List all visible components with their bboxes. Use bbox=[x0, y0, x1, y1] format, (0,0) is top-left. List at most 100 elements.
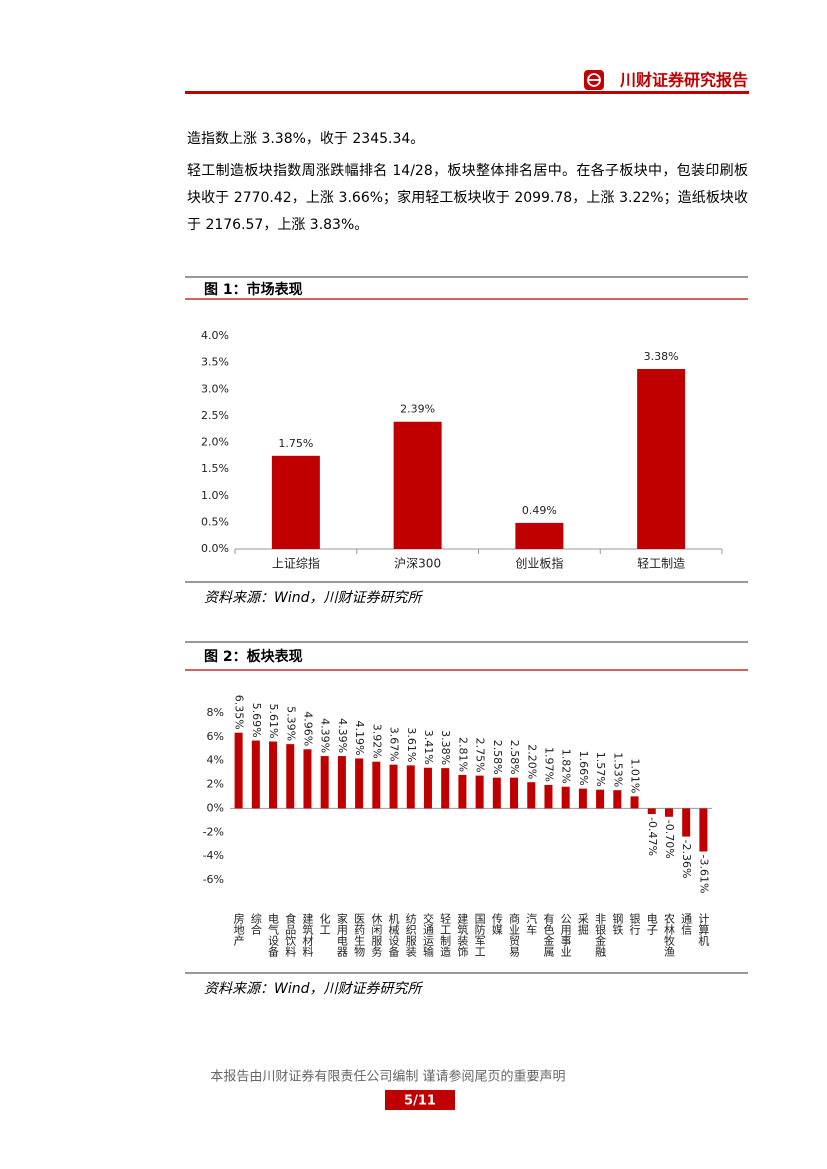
bar bbox=[320, 756, 329, 809]
value-label: 2.58% bbox=[491, 740, 504, 775]
y-tick-label: 1.5% bbox=[201, 462, 229, 475]
value-label: -0.47% bbox=[646, 817, 659, 856]
value-label: -2.36% bbox=[680, 840, 693, 879]
x-tick-label: 轻工制造 bbox=[637, 557, 685, 571]
bar bbox=[406, 765, 415, 809]
bar bbox=[423, 767, 432, 809]
value-label: 6.35% bbox=[233, 695, 246, 730]
y-tick-label: 2% bbox=[207, 778, 224, 791]
y-tick-label: 4% bbox=[207, 754, 224, 767]
x-tick-label: 钢铁 bbox=[611, 913, 624, 935]
x-tick-label: 公用事业 bbox=[559, 913, 572, 957]
value-label: 2.75% bbox=[474, 738, 487, 773]
bar bbox=[372, 761, 381, 809]
x-tick-label: 综合 bbox=[249, 912, 262, 935]
y-tick-label: 2.5% bbox=[201, 409, 229, 422]
bar bbox=[699, 808, 708, 852]
figure-source: 资料来源：Wind，川财证券研究所 bbox=[204, 981, 423, 997]
bar bbox=[596, 789, 605, 809]
value-label: 1.75% bbox=[278, 437, 313, 450]
x-tick-label: 建筑装饰 bbox=[456, 912, 469, 957]
figure-source: 资料来源：Wind，川财证券研究所 bbox=[204, 590, 423, 606]
value-label: 0.49% bbox=[522, 504, 557, 517]
x-tick-label: 汽车 bbox=[525, 912, 538, 936]
value-label: 2.39% bbox=[400, 403, 435, 416]
figure-title: 图 2：板块表现 bbox=[204, 648, 303, 665]
x-tick-label: 通信 bbox=[680, 913, 693, 936]
bar bbox=[510, 777, 519, 809]
value-label: 5.39% bbox=[284, 706, 297, 741]
bar bbox=[389, 764, 398, 809]
x-tick-label: 房地产 bbox=[232, 913, 245, 947]
value-label: 1.82% bbox=[560, 749, 573, 784]
value-label: -0.70% bbox=[663, 820, 676, 859]
bar bbox=[234, 732, 243, 809]
bar bbox=[637, 369, 686, 549]
logo bbox=[584, 70, 604, 90]
value-label: 1.53% bbox=[611, 752, 624, 787]
y-tick-label: 0.0% bbox=[201, 542, 229, 555]
x-tick-label: 创业板指 bbox=[515, 556, 563, 571]
bar bbox=[269, 741, 278, 809]
value-label: 3.38% bbox=[439, 730, 452, 765]
x-tick-label: 采掘 bbox=[576, 913, 589, 936]
x-tick-label: 化工 bbox=[318, 912, 331, 935]
x-tick-label: 电气设备 bbox=[267, 913, 280, 958]
x-tick-label: 医药生物 bbox=[353, 913, 366, 957]
bar bbox=[337, 756, 346, 809]
footer-note: 本报告由川财证券有限责任公司编制 谨请参阅尾页的重要声明 bbox=[210, 1069, 565, 1085]
page-number: 5/11 bbox=[404, 1094, 436, 1109]
value-label: 4.39% bbox=[336, 718, 349, 753]
bar bbox=[286, 744, 295, 809]
value-label: 5.69% bbox=[250, 703, 263, 738]
paragraph: 轻工制造板块指数周涨跌幅排名 14/28，板块整体排名居中。在各子板块中，包装印… bbox=[187, 163, 748, 233]
bar bbox=[527, 782, 536, 809]
value-label: 2.58% bbox=[508, 740, 521, 775]
bar bbox=[515, 522, 564, 549]
page-number-box bbox=[385, 1090, 455, 1110]
value-label: 1.57% bbox=[594, 752, 607, 787]
bar bbox=[458, 774, 467, 809]
paragraph: 造指数上涨 3.38%，收于 2345.34。 bbox=[187, 131, 425, 147]
bar bbox=[578, 788, 587, 809]
value-label: 5.61% bbox=[267, 704, 280, 739]
bar bbox=[303, 749, 312, 809]
bar bbox=[441, 768, 450, 809]
bar bbox=[355, 758, 364, 809]
x-tick-label: 商业贸易 bbox=[508, 912, 521, 958]
bar bbox=[613, 790, 622, 809]
value-label: 4.96% bbox=[301, 711, 314, 746]
bar bbox=[561, 786, 570, 809]
value-label: 2.20% bbox=[525, 744, 538, 779]
value-label: 1.66% bbox=[577, 751, 590, 786]
y-tick-label: 4.0% bbox=[201, 329, 229, 342]
x-tick-label: 计算机 bbox=[697, 913, 710, 946]
value-label: 3.38% bbox=[644, 350, 679, 363]
x-tick-label: 传媒 bbox=[490, 913, 503, 936]
x-tick-label: 非银金融 bbox=[594, 913, 607, 958]
bar bbox=[393, 421, 442, 549]
x-tick-label: 银行 bbox=[628, 912, 641, 936]
y-tick-label: -6% bbox=[203, 873, 224, 886]
figure-title: 图 1：市场表现 bbox=[204, 281, 303, 298]
x-tick-label: 食品饮料 bbox=[284, 912, 297, 958]
bar bbox=[664, 808, 673, 817]
bar bbox=[682, 808, 691, 837]
value-label: 4.39% bbox=[319, 718, 332, 753]
y-tick-label: 0.5% bbox=[201, 515, 229, 528]
value-label: 3.41% bbox=[422, 730, 435, 765]
x-tick-label: 家用电器 bbox=[335, 912, 348, 958]
x-tick-label: 农林牧渔 bbox=[662, 912, 675, 958]
value-label: 3.61% bbox=[405, 727, 418, 762]
value-label: -3.61% bbox=[697, 854, 710, 893]
x-tick-label: 建筑材料 bbox=[301, 912, 314, 958]
x-tick-label: 有色金属 bbox=[542, 912, 555, 958]
value-label: 3.92% bbox=[370, 724, 383, 759]
x-tick-label: 国防军工 bbox=[473, 913, 486, 957]
bar bbox=[630, 796, 639, 809]
y-tick-label: 3.0% bbox=[201, 382, 229, 395]
bar bbox=[544, 784, 553, 809]
y-tick-label: -2% bbox=[203, 825, 224, 838]
